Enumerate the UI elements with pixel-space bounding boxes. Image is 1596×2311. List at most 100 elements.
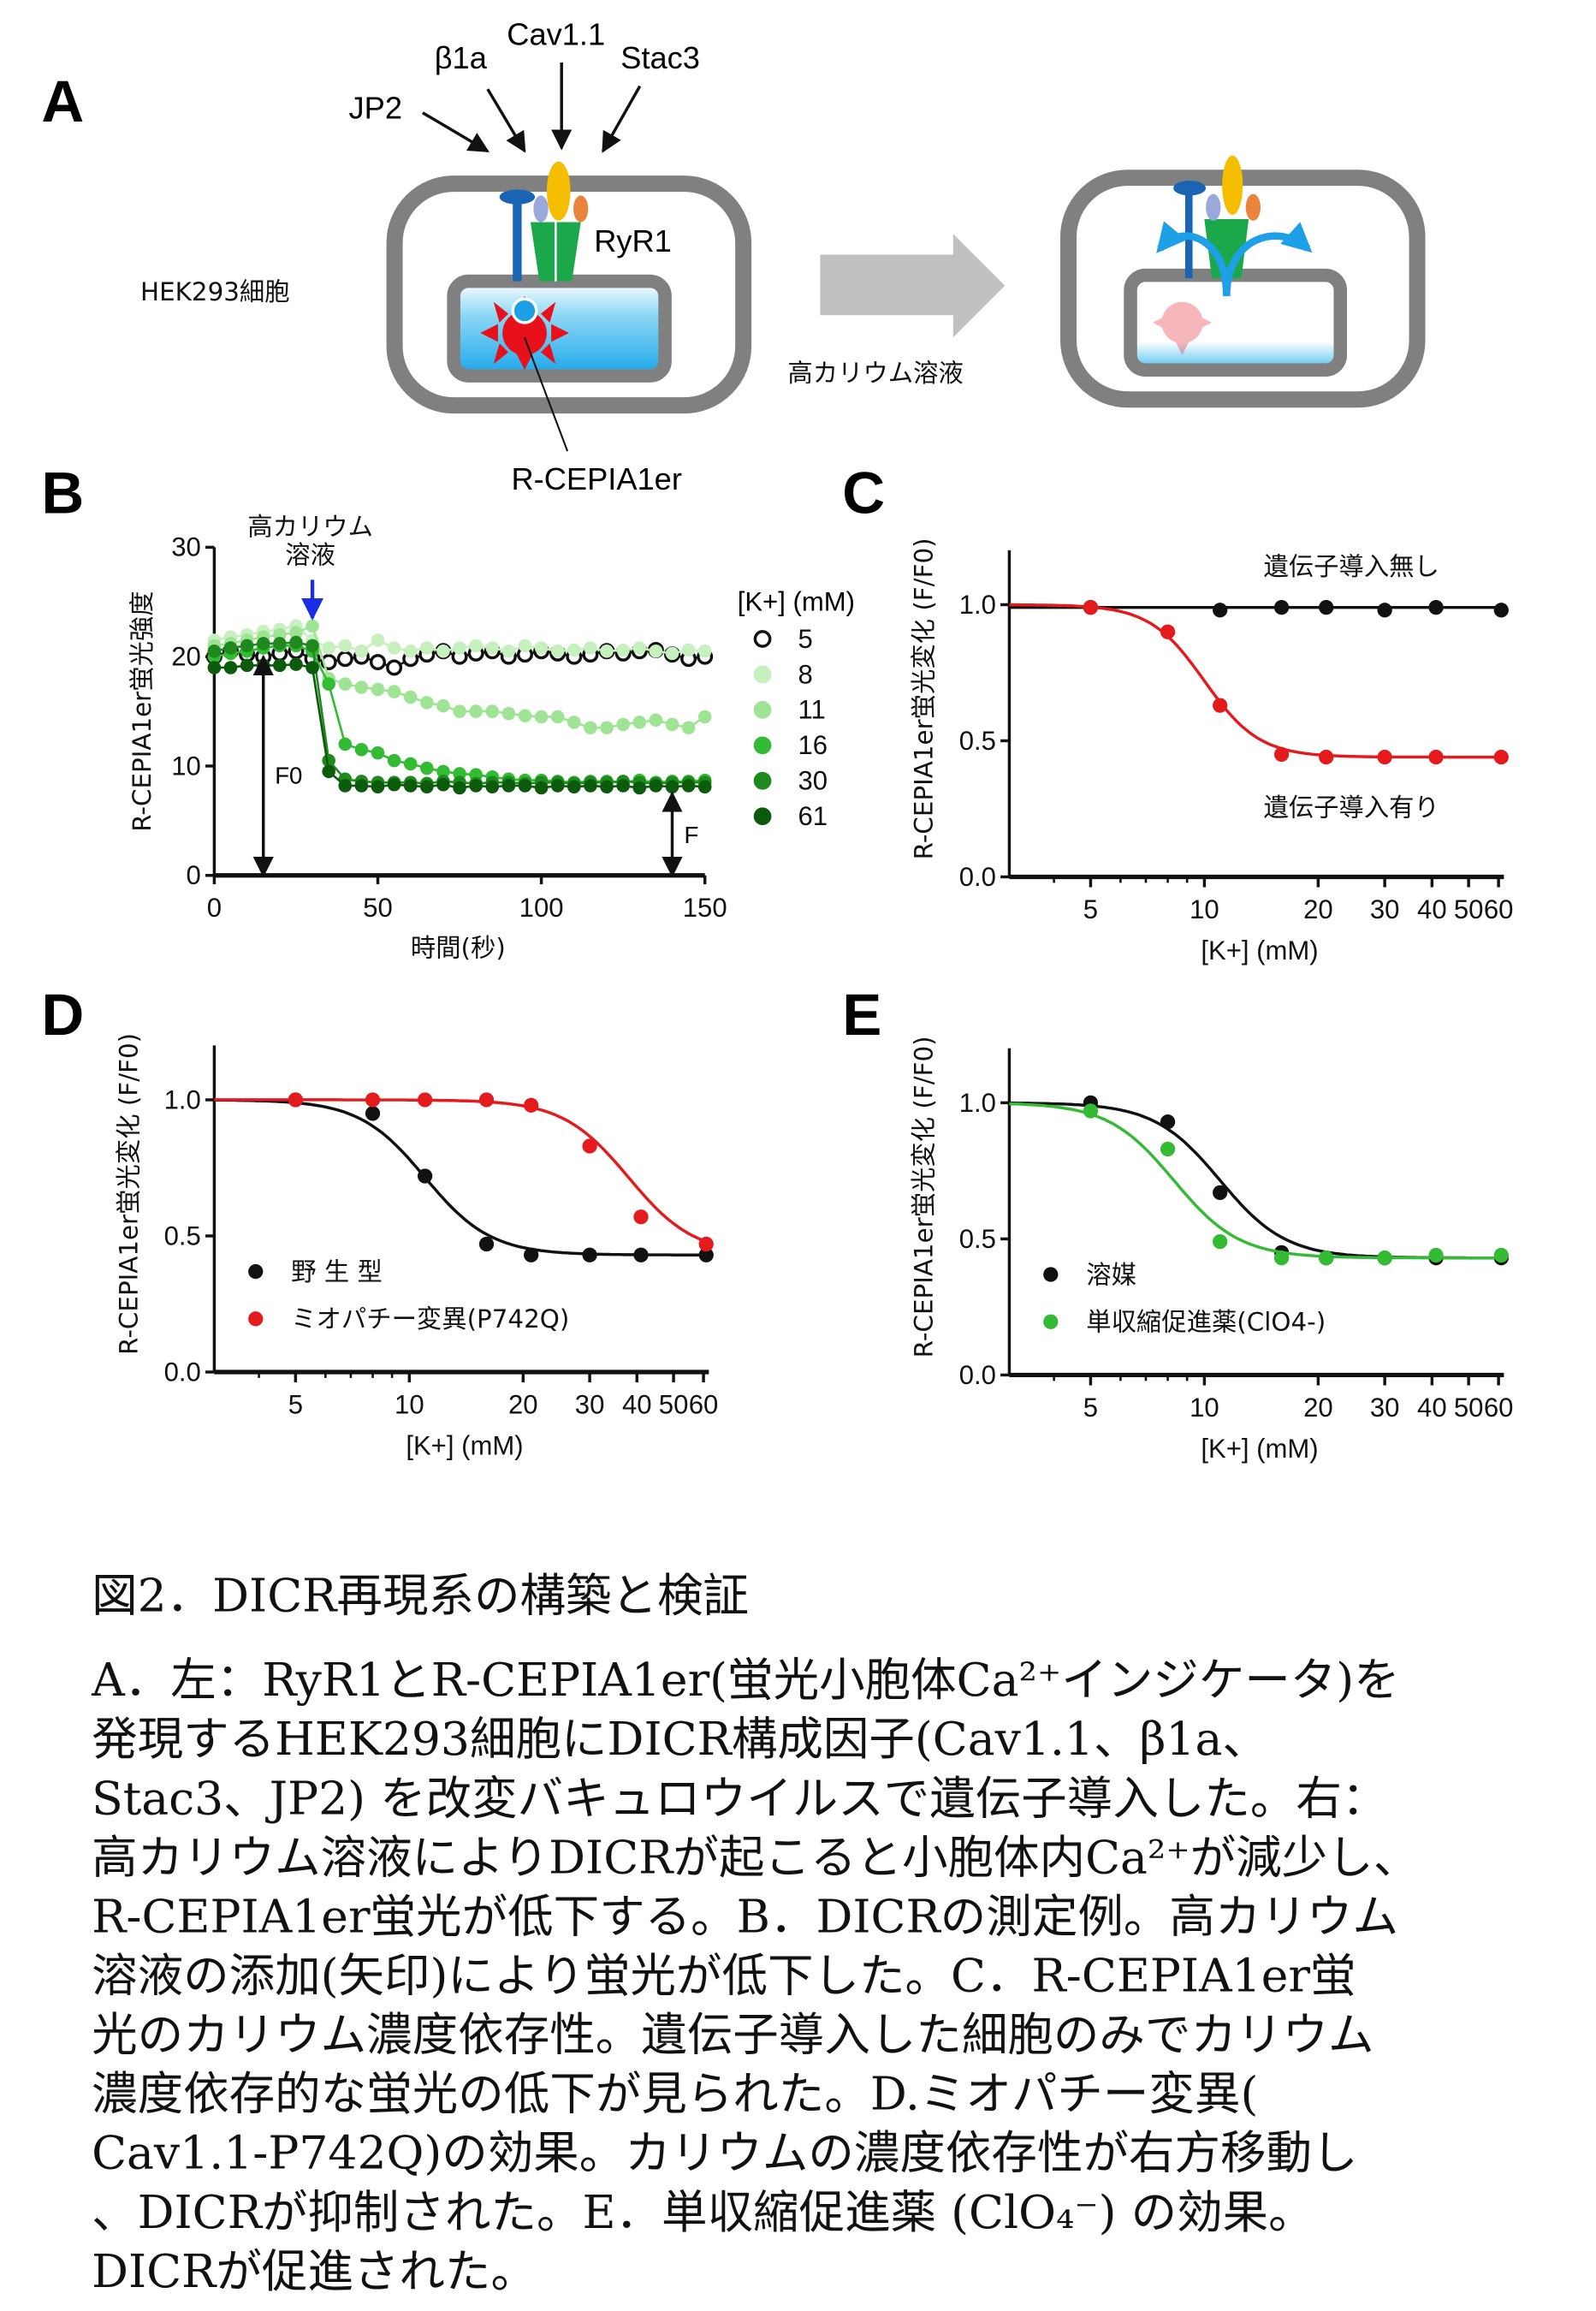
legend-label: 30 [798, 766, 828, 796]
dim-indicator-icon [1152, 301, 1213, 355]
ryr1-icon-right [1204, 219, 1249, 279]
data-point [223, 661, 238, 674]
y-tick-label: 1.0 [959, 590, 996, 620]
data-point [453, 641, 466, 655]
legend-label: 11 [798, 695, 826, 725]
data-point [1428, 749, 1444, 765]
data-point [420, 761, 434, 775]
data-point [665, 717, 679, 732]
panel-a-diagram: A JP2 β1a Cav1.1 Stac3 HEK293細胞 [41, 16, 1426, 496]
legend-marker [753, 700, 772, 719]
caption-line: DICRが促進された。 [92, 2244, 537, 2298]
y-tick-label: 0 [187, 860, 201, 890]
cell-label: HEK293細胞 [140, 277, 290, 306]
data-point [665, 646, 679, 661]
caption-line: 溶液の添加(矢印)により蛍光が低下した。C．R-CEPIA1er蛍 [92, 1949, 1356, 2003]
x-tick-label: 40 [622, 1389, 652, 1419]
legend-label: 5 [798, 624, 813, 654]
y-axis-label: R-CEPIA1er蛍光強度 [128, 591, 157, 831]
data-point [436, 764, 450, 779]
caption-line: 、DICRが抑制された。E．単収縮促進薬 (ClO₄⁻) の効果。 [92, 2185, 1314, 2239]
f-label: F [685, 822, 699, 848]
data-point [420, 696, 434, 710]
chart-c: C 5 10 20 30 40 50 60 0.0 0.5 1.0 R-CEPIA1er蛍光変化 (… [842, 460, 1513, 966]
data-point [1428, 1247, 1444, 1263]
beta1a-icon-right [1206, 193, 1221, 221]
data-point [501, 706, 516, 721]
legend-marker [753, 771, 772, 790]
data-point [403, 690, 418, 704]
data-point [289, 626, 303, 639]
x-axis-label: [K+] (mM) [406, 1431, 523, 1461]
data-point [632, 716, 647, 729]
factor-label-beta1a: β1a [435, 40, 488, 75]
data-point [1213, 698, 1228, 713]
data-point [336, 651, 353, 668]
data-point [1213, 603, 1228, 618]
data-point [240, 658, 254, 673]
data-point [403, 757, 418, 771]
series-label: 遺伝子導入有り [1263, 793, 1439, 823]
data-point [1377, 1251, 1392, 1266]
x-axis-label: 時間(秒) [411, 934, 506, 963]
data-point [1428, 600, 1444, 615]
data-point [518, 709, 532, 722]
data-point [1377, 603, 1392, 618]
fit-curve [214, 1098, 704, 1242]
factor-label-jp2: JP2 [349, 91, 402, 126]
stac3-icon-right [1245, 193, 1261, 221]
x-tick-label: 40 [1417, 894, 1447, 924]
caption-line: R-CEPIA1er蛍光が低下する。B．DICRの測定例。高カリウム [92, 1889, 1398, 1943]
jp2-head-icon-right [1173, 181, 1207, 196]
data-point [478, 1092, 495, 1108]
data-point [207, 645, 222, 658]
y-tick-label: 0.5 [164, 1221, 201, 1251]
y-tick-label: 10 [171, 751, 201, 781]
data-point [338, 639, 353, 653]
data-point [240, 639, 254, 653]
x-tick-label: 50 [659, 1389, 689, 1419]
panel-label-a: A [41, 68, 84, 134]
y-tick-label: 1.0 [959, 1088, 996, 1118]
data-point [370, 654, 386, 671]
data-point [524, 1097, 539, 1113]
panel-label-e: E [842, 981, 881, 1048]
data-point [354, 779, 369, 793]
data-point [478, 1236, 495, 1252]
data-point [697, 780, 712, 794]
stimulus-annotation-line1: 高カリウム [247, 513, 373, 542]
y-tick-label: 20 [171, 642, 201, 672]
data-point [354, 680, 369, 694]
fit-curve [1009, 1101, 1498, 1260]
y-axis-label: R-CEPIA1er蛍光変化 (F/F0) [910, 1036, 939, 1357]
data-point [1083, 600, 1099, 615]
data-point [469, 639, 483, 653]
data-point [289, 657, 303, 671]
legend-label: 単収縮促進薬(ClO4-) [1086, 1308, 1326, 1337]
data-point [1273, 746, 1290, 763]
data-point [207, 661, 222, 674]
jp2-icon [513, 197, 522, 282]
legend-label: ミオパチー変異(P742Q) [291, 1304, 569, 1334]
y-tick-label: 0.5 [959, 726, 996, 756]
caption-line: 光のカリウム濃度依存性。遺伝子導入した細胞のみでカリウム [92, 2008, 1374, 2062]
data-point [289, 635, 303, 650]
data-point [681, 721, 696, 735]
x-tick-label: 5 [288, 1389, 303, 1419]
data-point [469, 779, 483, 793]
y-tick-label: 30 [171, 532, 201, 562]
data-point [1160, 1141, 1176, 1157]
legend-label: 16 [798, 730, 828, 760]
data-point [453, 781, 466, 795]
data-point [632, 781, 647, 795]
data-point [1273, 600, 1290, 615]
x-tick-label: 60 [689, 1389, 719, 1419]
data-point [1213, 1233, 1228, 1250]
data-point [600, 645, 614, 658]
data-point [354, 645, 369, 658]
data-point [338, 737, 353, 752]
data-point [387, 753, 401, 768]
x-tick-label: 100 [519, 893, 564, 923]
data-point [453, 704, 466, 718]
